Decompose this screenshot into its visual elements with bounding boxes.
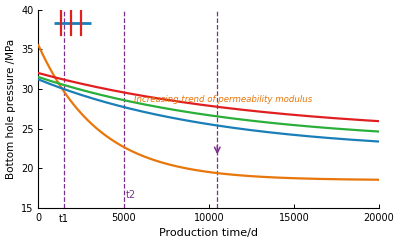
Text: Increasing trend of permeability modulus: Increasing trend of permeability modulus <box>134 95 312 104</box>
X-axis label: Production time/d: Production time/d <box>159 228 258 238</box>
Text: t2: t2 <box>125 190 136 200</box>
Y-axis label: Bottom hole pressure /MPa: Bottom hole pressure /MPa <box>6 39 16 179</box>
Text: t1: t1 <box>59 214 69 224</box>
